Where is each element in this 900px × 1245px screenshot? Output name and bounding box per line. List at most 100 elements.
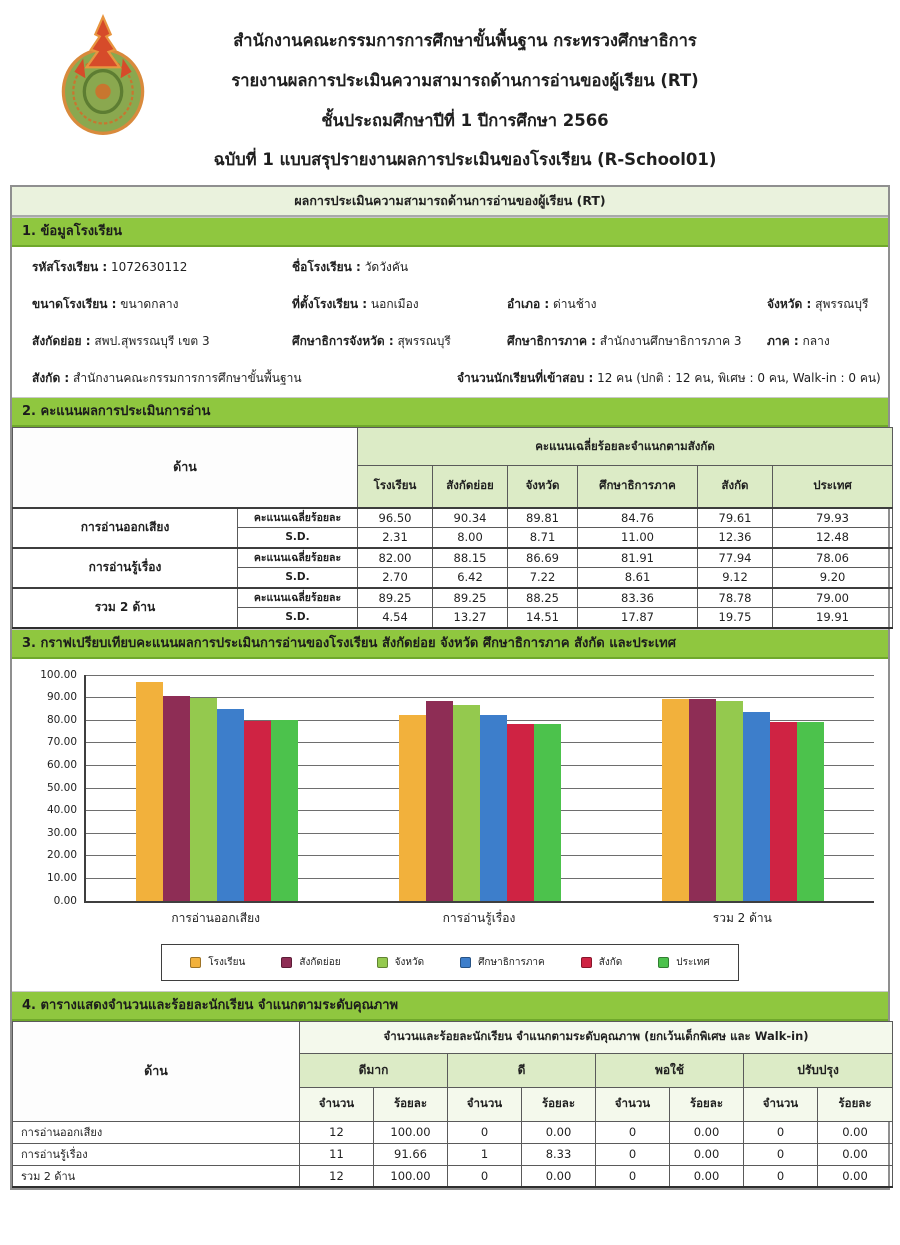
- chart-legend: โรงเรียน สังกัดย่อย จังหวัด ศึกษาธิการภาค สั…: [161, 943, 739, 981]
- score-cell: 7.22: [507, 567, 578, 588]
- bar-group: [611, 675, 874, 901]
- quality-cell: 12: [299, 1164, 374, 1188]
- score-row-mean: การอ่านรู้เรื่อง คะแนนเฉลี่ยร้อยละ 82.00…: [12, 546, 894, 588]
- quality-cell: 0.00: [669, 1164, 744, 1188]
- score-row-name: การอ่านออกเสียง: [12, 506, 238, 548]
- score-cell: 9.12: [697, 567, 773, 588]
- metric-label: คะแนนเฉลี่ยร้อยละ: [237, 506, 358, 528]
- school-info-row: ขนาดโรงเรียน : ขนาดกลาง ที่ตั้งโรงเรียน …: [12, 284, 888, 321]
- document-title-bar: ผลการประเมินความสามารถด้านการอ่านของผู้เ…: [12, 187, 888, 217]
- legend-swatch: [281, 956, 293, 968]
- legend-item: สังกัดย่อย: [281, 955, 341, 970]
- quality-cell: 0.00: [816, 1164, 894, 1188]
- quality-subcol-header: ร้อยละ: [373, 1086, 448, 1122]
- chart-bar: [271, 719, 299, 901]
- score-cell: 79.61: [697, 506, 773, 528]
- quality-row: การอ่านออกเสียง 12 100.00 0 0.00 0 0.00 …: [12, 1120, 894, 1144]
- obec-ministry-seal-logo: [61, 14, 145, 135]
- x-axis-label: รวม 2 ด้าน: [712, 910, 772, 925]
- header-org-line: สำนักงานคณะกรรมการการศึกษาขั้นพื้นฐาน กร…: [233, 31, 697, 50]
- quality-group-header: ดี: [447, 1052, 596, 1088]
- school-info-row: สังกัดย่อย : สพป.สุพรรณบุรี เขต 3 ศึกษาธ…: [12, 321, 888, 358]
- quality-subcol-header: ร้อยละ: [521, 1086, 596, 1122]
- header-report-line: รายงานผลการประเมินความสามารถด้านการอ่านข…: [231, 71, 699, 90]
- score-col-header: ศึกษาธิการภาค: [577, 465, 698, 508]
- school-info-row: รหัสโรงเรียน : 1072630112 ชื่อโรงเรียน :…: [12, 247, 888, 284]
- score-cell: 96.50: [357, 506, 433, 528]
- metric-label: S.D.: [237, 607, 358, 628]
- score-cell: 11.00: [577, 527, 698, 548]
- quality-subcol-header: จำนวน: [743, 1086, 818, 1122]
- quality-subcol-header: จำนวน: [299, 1086, 374, 1122]
- report-header: สำนักงานคณะกรรมการการศึกษาขั้นพื้นฐาน กร…: [0, 0, 900, 185]
- legend-label: จังหวัด: [394, 956, 425, 968]
- quality-row-name: รวม 2 ด้าน: [12, 1164, 300, 1188]
- score-cell: 78.78: [697, 586, 773, 608]
- score-cell: 81.91: [577, 546, 698, 568]
- affiliation-field: สังกัด : สำนักงานคณะกรรมการการศึกษาขั้นพ…: [32, 371, 302, 385]
- score-cell: 17.87: [577, 607, 698, 628]
- legend-label: สังกัดย่อย: [299, 956, 341, 968]
- legend-swatch: [376, 956, 388, 968]
- chart-bar: [480, 715, 507, 901]
- school-info: รหัสโรงเรียน : 1072630112 ชื่อโรงเรียน :…: [12, 247, 888, 397]
- y-axis-tick-label: 20.00: [46, 849, 77, 862]
- chart-bar: [136, 682, 164, 901]
- score-cell: 6.42: [432, 567, 508, 588]
- chart-bar: [769, 722, 797, 901]
- chart-bar: [534, 724, 561, 901]
- score-cell: 88.25: [507, 586, 578, 608]
- legend-label: โรงเรียน: [208, 956, 246, 968]
- score-cell: 84.76: [577, 506, 698, 528]
- quality-cell: 0: [743, 1120, 818, 1144]
- legend-label: ศึกษาธิการภาค: [478, 956, 545, 968]
- score-col-header: ประเทศ: [771, 465, 894, 508]
- quality-cell: 0.00: [816, 1120, 894, 1144]
- chart-bar: [507, 724, 534, 901]
- chart-bar: [453, 704, 480, 901]
- quality-row: รวม 2 ด้าน 12 100.00 0 0.00 0 0.00 0 0.0…: [12, 1164, 894, 1188]
- score-row-name: รวม 2 ด้าน: [12, 586, 238, 628]
- score-cell: 8.00: [432, 527, 508, 548]
- legend-swatch: [460, 956, 472, 968]
- district-field: อำเภอ : ด่านช้าง: [507, 297, 597, 311]
- score-row-mean: รวม 2 ด้าน คะแนนเฉลี่ยร้อยละ 89.25 89.25…: [12, 586, 894, 628]
- metric-label: S.D.: [237, 527, 358, 548]
- y-axis-tick-label: 90.00: [46, 691, 77, 704]
- legend-swatch: [658, 956, 670, 968]
- legend-swatch: [580, 956, 592, 968]
- score-col-header: โรงเรียน: [357, 465, 433, 508]
- quality-cell: 0.00: [669, 1120, 744, 1144]
- chart-bar: [399, 715, 426, 901]
- quality-cell: 1: [447, 1142, 522, 1166]
- chart-bar: [742, 712, 770, 901]
- legend-item: จังหวัด: [376, 955, 425, 970]
- legend-label: ประเทศ: [676, 956, 710, 968]
- bar-group: [349, 675, 612, 901]
- score-cell: 2.31: [357, 527, 433, 548]
- chart-bar: [661, 698, 689, 901]
- quality-subcol-header: ร้อยละ: [669, 1086, 744, 1122]
- score-col-header: จังหวัด: [507, 465, 578, 508]
- score-cell: 19.75: [697, 607, 773, 628]
- quality-subcol-header: จำนวน: [447, 1086, 522, 1122]
- x-axis-label: การอ่านรู้เรื่อง: [442, 910, 516, 925]
- score-col-header: สังกัด: [697, 465, 773, 508]
- score-cell: 4.54: [357, 607, 433, 628]
- score-cell: 78.06: [771, 546, 894, 568]
- y-axis-tick-label: 100.00: [40, 668, 77, 681]
- score-cell: 12.36: [697, 527, 773, 548]
- section1-title-bar: 1. ข้อมูลโรงเรียน: [12, 217, 888, 247]
- score-cell: 89.25: [432, 586, 508, 608]
- quality-cell: 0.00: [521, 1164, 596, 1188]
- chart-bar: [217, 708, 245, 901]
- examinees-field: จำนวนนักเรียนที่เข้าสอบ : 12 คน (ปกติ : …: [457, 371, 881, 385]
- quality-cell: 0: [447, 1164, 522, 1188]
- score-cell: 82.00: [357, 546, 433, 568]
- score-header-span: คะแนนเฉลี่ยร้อยละจำแนกตามสังกัด: [356, 427, 894, 466]
- score-table: ด้าน คะแนนเฉลี่ยร้อยละจำแนกตามสังกัด โรง…: [12, 427, 894, 629]
- sub-affiliation-field: สังกัดย่อย : สพป.สุพรรณบุรี เขต 3: [32, 334, 210, 348]
- provincial-education-field: ศึกษาธิการจังหวัด : สุพรรณบุรี: [292, 334, 451, 348]
- report-document: ผลการประเมินความสามารถด้านการอ่านของผู้เ…: [10, 185, 894, 1190]
- y-axis-tick-label: 60.00: [46, 758, 77, 771]
